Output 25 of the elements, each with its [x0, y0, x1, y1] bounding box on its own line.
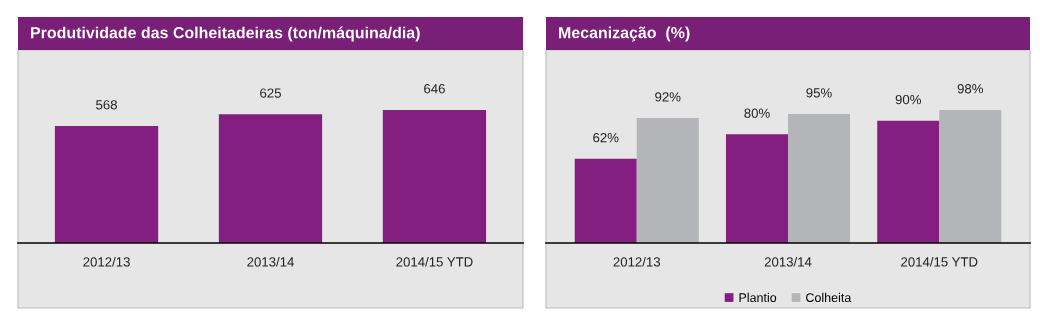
x-tick-label: 2013/14	[247, 256, 294, 267]
data-label: 80%	[744, 108, 770, 118]
x-tick-label: 2012/13	[83, 256, 130, 267]
data-label: 95%	[806, 88, 832, 98]
data-label: 62%	[593, 132, 619, 143]
bar	[939, 109, 1002, 243]
legend-label: Colheita	[806, 292, 852, 303]
bar	[725, 134, 788, 243]
data-label: 92%	[655, 92, 681, 102]
x-tick-label: 2013/14	[764, 256, 812, 267]
bar	[788, 113, 851, 243]
data-label: 98%	[957, 84, 983, 94]
bar	[574, 158, 637, 243]
chart-title: Produtividade das Colheitadeiras (ton/máquina/dia)	[31, 26, 420, 42]
bar	[636, 118, 699, 243]
data-label: 646	[424, 84, 445, 94]
legend-label: Plantio	[739, 292, 777, 303]
x-tick-label: 2014/15 YTD	[396, 256, 473, 267]
data-label: 90%	[895, 94, 921, 105]
data-label: 625	[260, 88, 281, 98]
x-tick-label: 2014/15 YTD	[901, 256, 978, 267]
bar	[877, 120, 940, 243]
x-tick-label: 2012/13	[613, 256, 661, 267]
chart-title: Mecanização (%)	[559, 26, 690, 42]
data-label: 568	[96, 100, 117, 110]
